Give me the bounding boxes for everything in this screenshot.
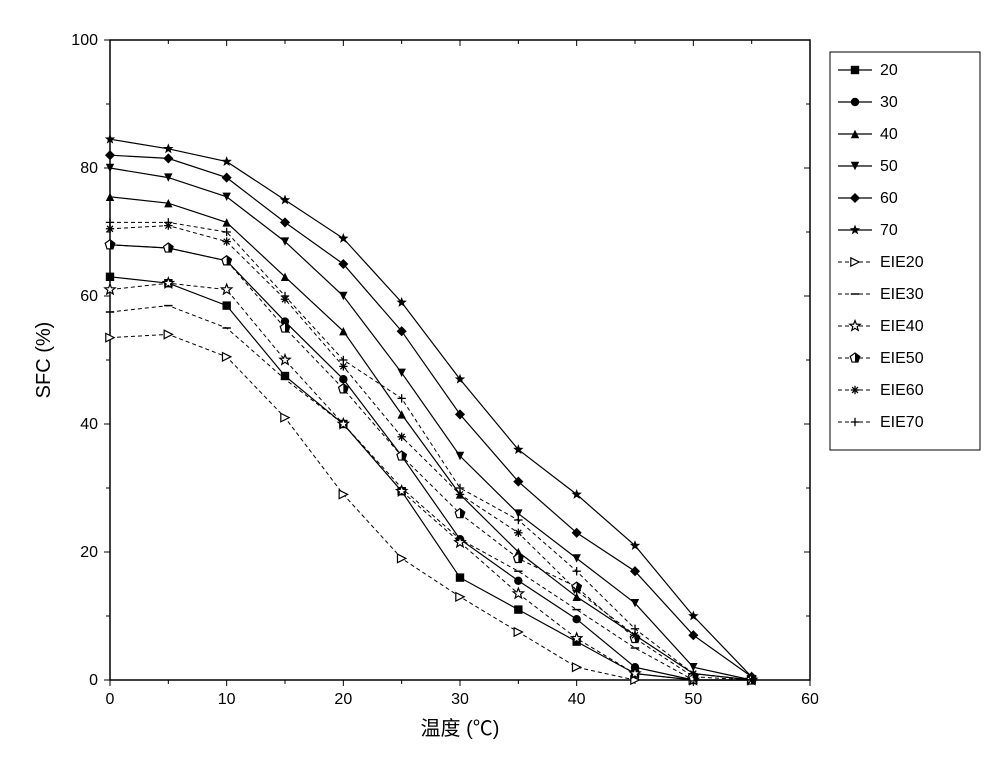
svg-text:0: 0 <box>106 691 115 708</box>
svg-text:EIE40: EIE40 <box>880 318 924 335</box>
svg-text:20: 20 <box>880 62 898 79</box>
svg-text:EIE30: EIE30 <box>880 286 924 303</box>
svg-text:SFC (%): SFC (%) <box>33 322 55 399</box>
sfc-line-chart: 0 10 20 30 40 50 60 0 20 40 60 80 100 温度 (℃) SFC (%) 20… <box>0 0 1000 768</box>
svg-text:20: 20 <box>80 544 98 561</box>
svg-text:70: 70 <box>880 222 898 239</box>
svg-text:50: 50 <box>880 158 898 175</box>
svg-text:10: 10 <box>218 691 236 708</box>
svg-text:EIE60: EIE60 <box>880 382 924 399</box>
svg-text:40: 40 <box>568 691 586 708</box>
svg-text:100: 100 <box>71 32 98 49</box>
svg-text:20: 20 <box>334 691 352 708</box>
svg-text:30: 30 <box>880 94 898 111</box>
svg-text:60: 60 <box>880 190 898 207</box>
svg-text:30: 30 <box>451 691 469 708</box>
svg-text:40: 40 <box>80 416 98 433</box>
svg-text:EIE70: EIE70 <box>880 414 924 431</box>
svg-text:EIE50: EIE50 <box>880 350 924 367</box>
svg-text:EIE20: EIE20 <box>880 254 924 271</box>
svg-text:40: 40 <box>880 126 898 143</box>
svg-text:温度 (℃): 温度 (℃) <box>421 717 500 740</box>
svg-text:60: 60 <box>801 691 819 708</box>
chart-container: 0 10 20 30 40 50 60 0 20 40 60 80 100 温度 (℃) SFC (%) 20… <box>0 0 1000 768</box>
svg-text:0: 0 <box>89 672 98 689</box>
svg-text:80: 80 <box>80 160 98 177</box>
svg-text:60: 60 <box>80 288 98 305</box>
svg-text:50: 50 <box>684 691 702 708</box>
